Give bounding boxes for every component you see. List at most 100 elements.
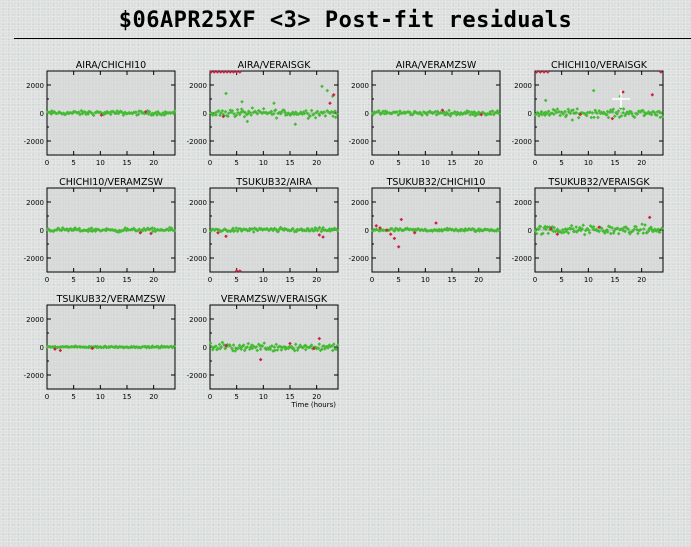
good-point <box>398 226 402 231</box>
x-tick-label: 10 <box>259 276 268 284</box>
good-point <box>329 109 334 114</box>
good-point <box>439 111 443 115</box>
flagged-point <box>555 232 560 236</box>
good-point <box>428 110 433 115</box>
panel-title: TSUKUB32/CHICHI10 <box>386 177 486 188</box>
good-point <box>555 227 560 232</box>
good-point <box>538 224 543 229</box>
good-point <box>240 100 244 104</box>
good-point <box>568 111 573 116</box>
x-tick-label: 15 <box>123 159 132 167</box>
good-point <box>558 113 563 118</box>
x-tick-label: 20 <box>474 159 483 167</box>
good-point <box>560 230 564 235</box>
good-point <box>623 225 628 229</box>
good-point <box>545 111 549 116</box>
good-point <box>233 114 237 119</box>
good-point <box>619 114 624 118</box>
good-point <box>327 343 332 347</box>
good-point <box>124 112 129 116</box>
flagged-point <box>650 93 655 97</box>
x-tick-label: 5 <box>396 159 400 167</box>
good-point <box>590 111 595 115</box>
good-point <box>224 345 228 350</box>
good-point <box>215 347 219 352</box>
good-point <box>412 229 417 233</box>
good-point <box>597 109 601 113</box>
good-point <box>241 343 246 347</box>
good-point <box>244 346 248 350</box>
y-tick-label: 2000 <box>26 199 44 207</box>
y-tick-label: 2000 <box>514 199 532 207</box>
page-title: $06APR25XF <3> Post-fit residuals <box>118 8 573 33</box>
good-point <box>287 112 292 116</box>
y-tick-label: 2000 <box>189 199 207 207</box>
good-point <box>605 112 609 117</box>
y-tick-label: 0 <box>40 110 44 118</box>
good-point <box>298 343 303 348</box>
good-point <box>165 227 169 231</box>
good-point <box>61 226 66 231</box>
x-tick-label: 20 <box>149 159 158 167</box>
good-point <box>437 229 442 233</box>
good-point <box>375 227 379 232</box>
good-point <box>220 229 224 233</box>
good-point <box>216 346 220 351</box>
good-point <box>274 342 279 347</box>
good-point <box>251 110 256 115</box>
good-point <box>275 348 280 352</box>
y-tick-label: 2000 <box>351 199 369 207</box>
good-point <box>327 227 332 231</box>
good-point <box>309 343 314 347</box>
good-point <box>282 345 286 349</box>
good-point <box>270 344 274 348</box>
good-point <box>316 346 321 351</box>
good-point <box>610 226 615 230</box>
good-point <box>279 110 283 114</box>
x-tick-label: 0 <box>208 393 212 401</box>
good-point <box>258 343 262 348</box>
good-point <box>548 227 552 232</box>
good-point <box>108 112 113 117</box>
good-point <box>298 111 303 116</box>
good-point <box>326 228 330 233</box>
good-point <box>396 113 401 117</box>
good-point <box>638 110 643 114</box>
good-point <box>239 110 243 114</box>
good-point <box>658 230 662 235</box>
good-point <box>616 231 621 236</box>
good-point <box>543 224 548 229</box>
flagged-point <box>374 224 379 228</box>
flagged-point-clipped <box>209 70 213 74</box>
good-point <box>420 113 424 117</box>
good-point <box>305 345 309 349</box>
y-tick-label: 0 <box>203 344 207 352</box>
good-point <box>93 229 98 234</box>
good-point <box>446 112 451 117</box>
good-point <box>261 106 266 111</box>
good-point <box>552 225 557 230</box>
good-point <box>491 228 495 233</box>
good-point <box>658 115 662 120</box>
good-point <box>254 227 258 231</box>
flagged-point-clipped <box>234 70 239 74</box>
good-point <box>245 345 249 349</box>
good-point <box>296 112 301 117</box>
flagged-point <box>317 233 322 237</box>
good-point <box>643 223 647 227</box>
good-point <box>597 229 602 234</box>
good-point <box>576 115 581 120</box>
good-point <box>247 347 252 352</box>
flagged-point <box>317 336 322 341</box>
good-point <box>561 112 566 116</box>
y-tick-label: -2000 <box>349 255 369 263</box>
flagged-point-clipped <box>238 269 242 273</box>
good-point <box>248 345 253 349</box>
good-point <box>544 227 548 232</box>
good-point <box>149 226 153 231</box>
good-point <box>236 110 240 115</box>
good-point <box>534 231 539 236</box>
good-point <box>402 110 406 114</box>
good-point <box>130 111 135 116</box>
